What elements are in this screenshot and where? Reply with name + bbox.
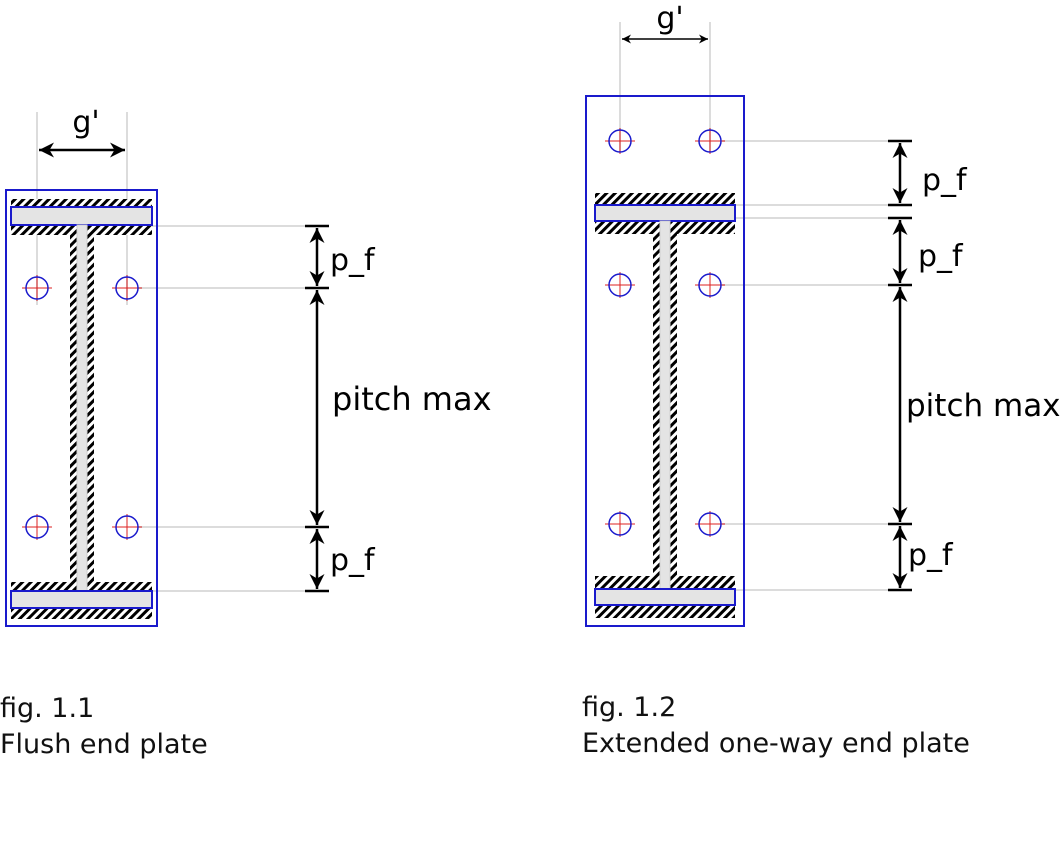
- pitch-label: pitch max: [332, 380, 492, 418]
- caption-title: Extended one-way end plate: [582, 728, 970, 759]
- end-plate: [5, 189, 158, 627]
- bolt-hole: [605, 511, 635, 537]
- end-plate: [585, 95, 745, 627]
- bolt-hole: [605, 128, 635, 154]
- bolt-hole: [22, 275, 52, 301]
- i-beam-section: [594, 204, 736, 606]
- bolt-hole: [695, 272, 725, 298]
- caption-fig-1-2: fig. 1.2 Extended one-way end plate: [582, 690, 970, 762]
- bolt-hole: [112, 275, 142, 301]
- bolt-hole: [695, 511, 725, 537]
- bolt-hole: [695, 128, 725, 154]
- figure-flush-end-plate: g' p_f pitch max p_f: [5, 105, 492, 627]
- pf-top-label: p_f: [330, 243, 376, 278]
- pitch-label: pitch max: [906, 388, 1061, 424]
- vertical-dimensions: [888, 139, 912, 592]
- bolt-holes: [22, 275, 142, 540]
- vertical-dimensions: [305, 224, 329, 593]
- bolt-holes: [605, 128, 725, 537]
- guide-lines: [619, 22, 890, 591]
- gauge-label: g': [72, 105, 99, 140]
- caption-title: Flush end plate: [0, 729, 208, 760]
- caption-number: fig. 1.1: [0, 693, 95, 724]
- pf-bottom-label: p_f: [908, 538, 954, 573]
- pf-bottom-label: p_f: [330, 543, 376, 578]
- caption-fig-1-1: fig. 1.1 Flush end plate: [0, 691, 208, 763]
- caption-number: fig. 1.2: [582, 692, 677, 723]
- pf-top-label: p_f: [922, 163, 968, 198]
- figure-extended-end-plate: g' p_f p_f pitch max p_f: [585, 1, 1061, 627]
- gauge-dimension: g': [622, 1, 708, 44]
- bolt-hole: [605, 272, 635, 298]
- pf-mid-label: p_f: [918, 239, 964, 274]
- bolt-hole: [112, 514, 142, 540]
- bolt-hole: [22, 514, 52, 540]
- guide-lines: [36, 112, 310, 592]
- gauge-dimension: g': [39, 105, 125, 158]
- gauge-label: g': [656, 1, 683, 36]
- i-beam-section: [10, 206, 153, 609]
